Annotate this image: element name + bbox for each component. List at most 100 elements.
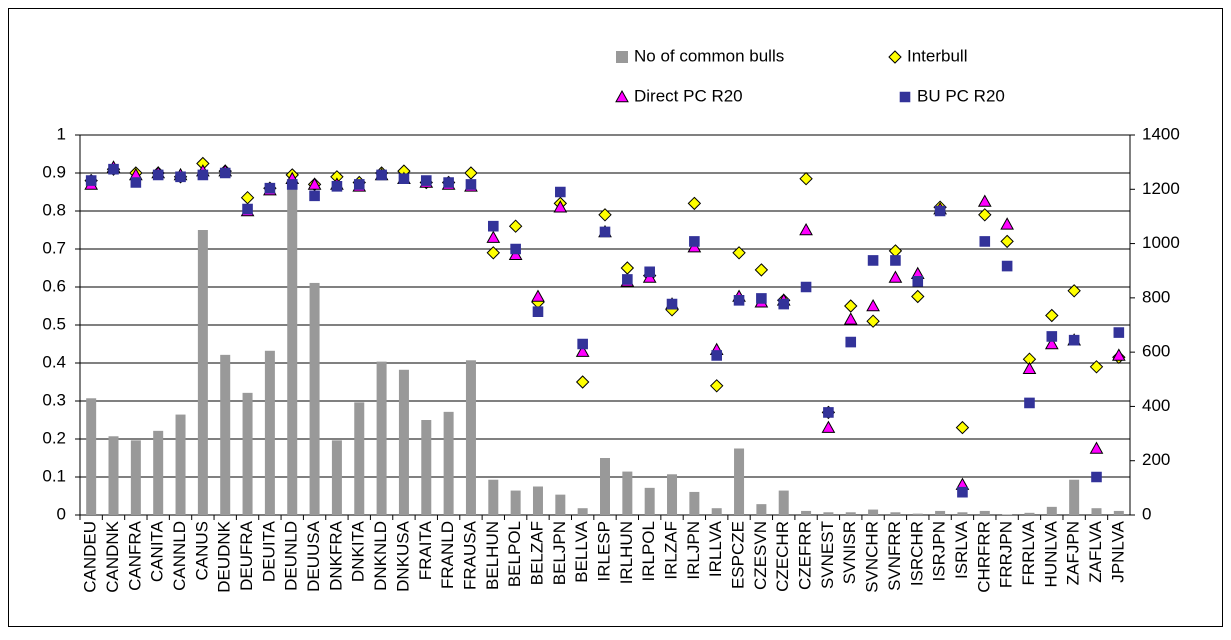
point	[1001, 260, 1013, 272]
x-tick-label: FRANLD	[438, 521, 457, 589]
point	[307, 177, 322, 190]
bar	[197, 230, 208, 515]
x-tick-label: ZAFLVA	[1086, 520, 1105, 582]
point	[240, 190, 255, 205]
x-tick-label: DEUNLD	[282, 521, 301, 591]
bar	[532, 486, 543, 515]
point	[756, 293, 767, 304]
x-tick-label: ESPCZE	[729, 521, 748, 589]
point	[711, 350, 723, 361]
point	[709, 379, 724, 393]
point	[866, 314, 880, 328]
point	[823, 407, 834, 418]
x-tick-label: CANDEU	[81, 521, 100, 593]
point	[599, 226, 611, 238]
x-tick-label: FRRJPN	[997, 521, 1016, 588]
point	[644, 266, 655, 278]
bar	[868, 509, 879, 515]
point	[353, 179, 365, 190]
point	[843, 312, 858, 325]
bar	[331, 440, 342, 515]
x-tick-label: DEUDNK	[215, 520, 234, 592]
point	[799, 171, 813, 186]
x-tick-label: IRLZAF	[662, 521, 681, 580]
legend-label: No of common bulls	[634, 46, 784, 65]
bar	[622, 471, 633, 515]
bar	[130, 440, 141, 515]
point	[821, 420, 836, 433]
y2-tick-label: 1400	[1142, 124, 1180, 143]
y-tick-label: 0.7	[42, 238, 66, 257]
x-tick-label: IRLPOL	[639, 521, 658, 581]
y-tick-label: 0.3	[42, 390, 66, 409]
point	[867, 255, 879, 266]
point	[957, 486, 968, 498]
y-tick-label: 0.8	[42, 200, 66, 219]
point	[577, 338, 588, 350]
x-tick-label: FRAITA	[416, 520, 435, 580]
x-tick-label: ISRJPN	[930, 521, 949, 581]
bar	[644, 487, 655, 515]
point	[286, 179, 298, 190]
bar	[220, 354, 231, 515]
point	[978, 208, 992, 222]
x-tick-label: IRLLVA	[706, 520, 725, 577]
legend-swatch	[615, 89, 629, 103]
bar	[376, 361, 387, 515]
point	[1089, 360, 1104, 374]
point	[508, 219, 523, 233]
bar	[756, 504, 767, 515]
point	[622, 274, 633, 285]
y2-tick-label: 600	[1142, 342, 1170, 361]
x-tick-label: CHRFRR	[974, 521, 993, 593]
x-tick-label: DNKITA	[349, 520, 368, 582]
bar	[845, 512, 856, 515]
bar	[577, 508, 588, 515]
bar	[979, 510, 990, 515]
bar	[86, 398, 97, 515]
point	[800, 281, 812, 293]
bar	[108, 436, 119, 515]
x-tick-label: FRRLVA	[1019, 520, 1038, 585]
x-tick-label: DNKNLD	[371, 521, 390, 591]
bar	[912, 513, 923, 515]
point	[911, 289, 925, 304]
point	[934, 205, 946, 217]
bar	[398, 369, 409, 515]
point	[1000, 217, 1014, 230]
x-tick-label: BELHUN	[483, 521, 502, 590]
point	[532, 306, 544, 317]
point	[1068, 334, 1080, 346]
x-tick-label: ISRCHR	[907, 521, 926, 586]
bar	[264, 350, 275, 515]
bar	[1046, 506, 1057, 515]
y-tick-label: 1	[57, 124, 66, 143]
x-tick-label: BELLVA	[572, 520, 591, 582]
point	[977, 194, 992, 207]
bar	[354, 402, 365, 515]
point	[979, 236, 991, 247]
x-tick-label: BELJPN	[550, 521, 569, 585]
legend-swatch	[616, 51, 628, 63]
x-tick-label: BELPOL	[505, 521, 524, 587]
point	[955, 420, 970, 435]
bar	[801, 510, 812, 515]
point	[555, 186, 566, 198]
point	[1044, 336, 1059, 350]
x-tick-label: CANDNK	[103, 520, 122, 592]
point	[733, 295, 745, 306]
point	[866, 298, 880, 312]
bar	[309, 282, 320, 515]
point	[890, 255, 901, 266]
y2-tick-label: 1200	[1142, 179, 1180, 198]
point	[219, 167, 231, 179]
point	[486, 246, 501, 260]
point	[264, 182, 276, 194]
point	[420, 175, 432, 186]
x-tick-label: CZESVN	[751, 521, 770, 590]
point	[620, 261, 635, 275]
point	[666, 298, 678, 310]
x-tick-label: DNKFRA	[326, 520, 345, 591]
point	[1067, 284, 1081, 298]
